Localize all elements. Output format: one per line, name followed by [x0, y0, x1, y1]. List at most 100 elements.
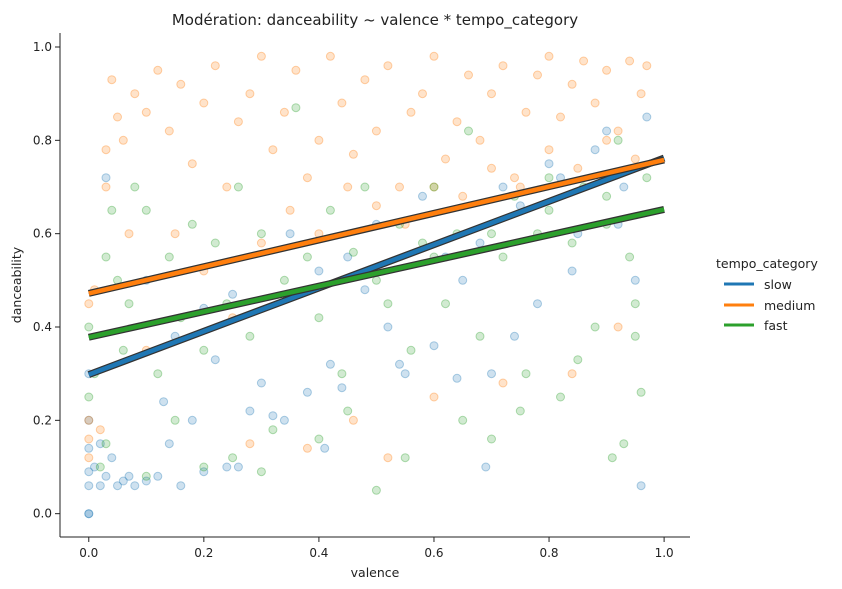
scatter-point	[268, 425, 278, 435]
scatter-point	[245, 406, 255, 416]
scatter-point	[636, 387, 646, 397]
scatter-point	[118, 135, 128, 145]
legend: tempo_category slow medium fast	[716, 256, 818, 333]
scatter-point	[348, 247, 358, 257]
y-tick-label: 0.2	[33, 413, 52, 427]
scatter-point	[498, 182, 508, 192]
scatter-point	[429, 392, 439, 402]
scatter-point	[619, 182, 629, 192]
scatter-point	[245, 331, 255, 341]
scatter-point	[429, 341, 439, 351]
scatter-point	[222, 462, 232, 472]
y-tick-label: 0.6	[33, 227, 52, 241]
x-tick-label: 0.8	[539, 546, 558, 560]
scatter-point	[285, 205, 295, 215]
scatter-point	[533, 299, 542, 309]
legend-item-medium: medium	[724, 298, 815, 313]
scatter-point	[625, 252, 635, 262]
scatter-point	[360, 182, 370, 192]
scatter-point	[256, 238, 266, 248]
scatter-point	[302, 387, 312, 397]
scatter-point	[630, 275, 640, 285]
scatter-point	[441, 154, 450, 164]
scatter-point	[458, 275, 468, 285]
scatter-point	[406, 107, 416, 117]
scatter-point	[130, 481, 140, 491]
y-tick-label: 0.0	[33, 507, 52, 521]
scatter-point	[118, 345, 128, 355]
y-tick-label: 1.0	[33, 40, 52, 54]
scatter-point	[320, 443, 330, 453]
scatter-point	[187, 415, 197, 425]
scatter-point	[210, 61, 220, 71]
scatter-point	[279, 415, 289, 425]
scatter-point	[400, 369, 410, 379]
scatter-point	[84, 509, 94, 519]
scatter-point	[602, 191, 612, 201]
scatter-point	[101, 252, 111, 262]
scatter-point	[84, 415, 94, 425]
scatter-point	[291, 65, 301, 75]
scatter-point	[343, 406, 353, 416]
scatter-point	[383, 61, 393, 71]
y-tick-label: 0.8	[33, 133, 52, 147]
scatter-point	[429, 182, 439, 192]
scatter-point	[607, 453, 617, 463]
scatter-point	[383, 453, 393, 463]
scatter-point	[187, 219, 197, 229]
scatter-point	[487, 434, 496, 444]
scatter-point	[245, 89, 255, 99]
scatter-point	[395, 182, 404, 192]
scatter-point	[429, 51, 439, 61]
scatter-point	[636, 89, 646, 99]
scatter-point	[337, 369, 347, 379]
scatter-point	[630, 299, 640, 309]
y-ticks: 0.0 0.2 0.4 0.6 0.8 1.0	[33, 40, 60, 521]
scatter-point	[418, 89, 427, 99]
scatter-point	[556, 112, 565, 122]
scatter-point	[325, 51, 335, 61]
series-slow-points	[84, 112, 652, 519]
scatter-point	[441, 299, 450, 309]
scatter-point	[343, 182, 353, 192]
scatter-point	[590, 145, 600, 155]
scatter-point	[95, 462, 105, 472]
scatter-point	[360, 75, 370, 85]
scatter-point	[84, 434, 94, 444]
y-axis-label: danceability	[9, 246, 24, 323]
scatter-point	[337, 383, 347, 393]
scatter-point	[84, 299, 94, 309]
scatter-point	[314, 266, 324, 276]
axes: 0.0 0.2 0.4 0.6 0.8 1.0 0.0 0.2 0.4 0.6 0.8 1.0	[33, 33, 690, 560]
scatter-point	[159, 397, 169, 407]
regression-line-medium	[88, 157, 665, 296]
scatter-point	[360, 285, 370, 295]
scatter-point	[141, 205, 151, 215]
scatter-point	[498, 252, 508, 262]
scatter-point	[510, 331, 519, 341]
scatter-point	[533, 70, 542, 80]
scatter-point	[199, 467, 209, 477]
scatter-point	[630, 331, 640, 341]
scatter-point	[124, 471, 134, 481]
x-tick-label: 0.2	[194, 546, 213, 560]
scatter-point	[567, 238, 577, 248]
scatter-point	[498, 61, 508, 71]
scatter-point	[371, 201, 381, 211]
scatter-point	[395, 359, 404, 369]
scatter-point	[84, 415, 94, 425]
scatter-point	[285, 229, 295, 239]
scatter-point	[228, 289, 238, 299]
scatter-point	[429, 182, 439, 192]
scatter-point	[613, 126, 623, 136]
scatter-point	[84, 392, 94, 402]
legend-label-medium: medium	[764, 298, 815, 313]
scatter-point	[101, 145, 111, 155]
scatter-point	[107, 453, 117, 463]
scatter-point	[544, 51, 554, 61]
scatter-point	[544, 173, 554, 183]
scatter-point	[573, 163, 583, 173]
scatter-point	[84, 322, 94, 332]
scatter-point	[302, 252, 312, 262]
scatter-point	[590, 98, 600, 108]
